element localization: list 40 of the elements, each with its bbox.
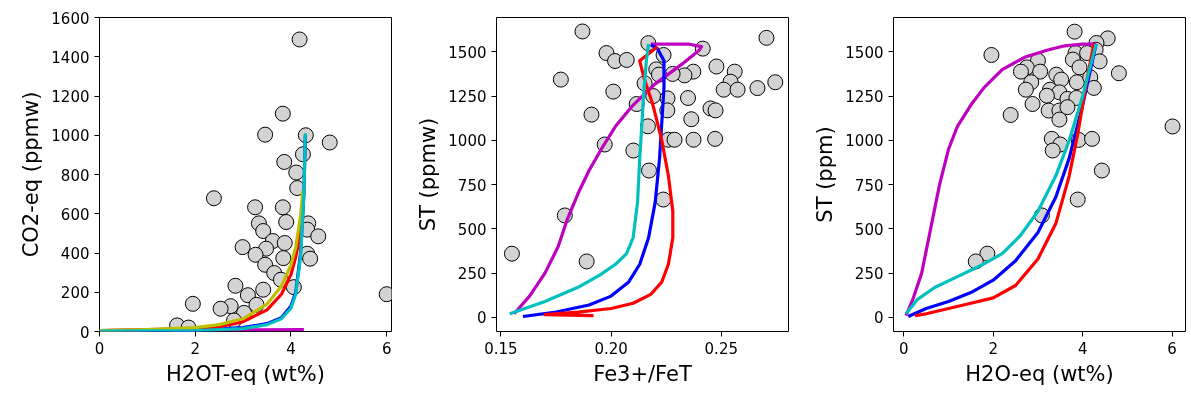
- x-tick-label: 6: [1167, 339, 1177, 358]
- x-tick-label: 0.15: [484, 339, 518, 358]
- y-axis-title: ST (ppmw): [416, 117, 441, 232]
- y-tick-label: 200: [60, 284, 90, 303]
- y-tick-label: 1200: [51, 88, 90, 106]
- x-tick-label: 0.20: [594, 339, 628, 358]
- x-axis-title: Fe3+/FeT: [593, 361, 692, 386]
- y-tick-label: 0: [476, 309, 487, 328]
- y-tick-label: 1600: [51, 9, 90, 28]
- y-tick-label: 1250: [448, 88, 487, 107]
- y-axis-title: ST (ppm): [813, 126, 838, 223]
- x-tick-label: 4: [1077, 339, 1088, 358]
- y-tick-label: 400: [60, 245, 90, 263]
- y-tick-label: 1500: [448, 44, 487, 62]
- y-tick-label: 0: [79, 323, 90, 342]
- y-tick-label: 800: [60, 166, 90, 185]
- x-tick-label: 0: [899, 339, 909, 358]
- y-tick-label: 0: [873, 309, 884, 328]
- x-tick-label: 2: [988, 339, 998, 358]
- y-tick-label: 750: [854, 176, 884, 195]
- x-tick-label: 0.25: [704, 339, 738, 358]
- x-tick-label: 2: [190, 339, 201, 358]
- y-tick-label: 750: [457, 176, 487, 195]
- y-tick-label: 1000: [448, 132, 487, 151]
- y-tick-label: 1000: [845, 132, 884, 151]
- y-tick-label: 1250: [845, 88, 884, 107]
- x-tick-label: 4: [286, 339, 296, 358]
- x-axis-title: H2O-eq (wt%): [965, 361, 1114, 386]
- y-axis-title: CO2-eq (ppmw): [19, 91, 44, 258]
- y-tick-label: 1500: [845, 44, 884, 62]
- y-tick-label: 500: [854, 220, 884, 239]
- y-tick-label: 250: [457, 265, 487, 284]
- x-tick-label: 0: [94, 339, 105, 358]
- y-tick-label: 250: [854, 265, 884, 284]
- x-tick-label: 6: [381, 339, 392, 358]
- y-tick-label: 500: [457, 220, 487, 239]
- y-tick-label: 1000: [51, 127, 90, 146]
- y-tick-label: 1400: [51, 48, 90, 67]
- y-tick-label: 600: [60, 205, 90, 224]
- x-axis-title: H2OT-eq (wt%): [166, 361, 325, 386]
